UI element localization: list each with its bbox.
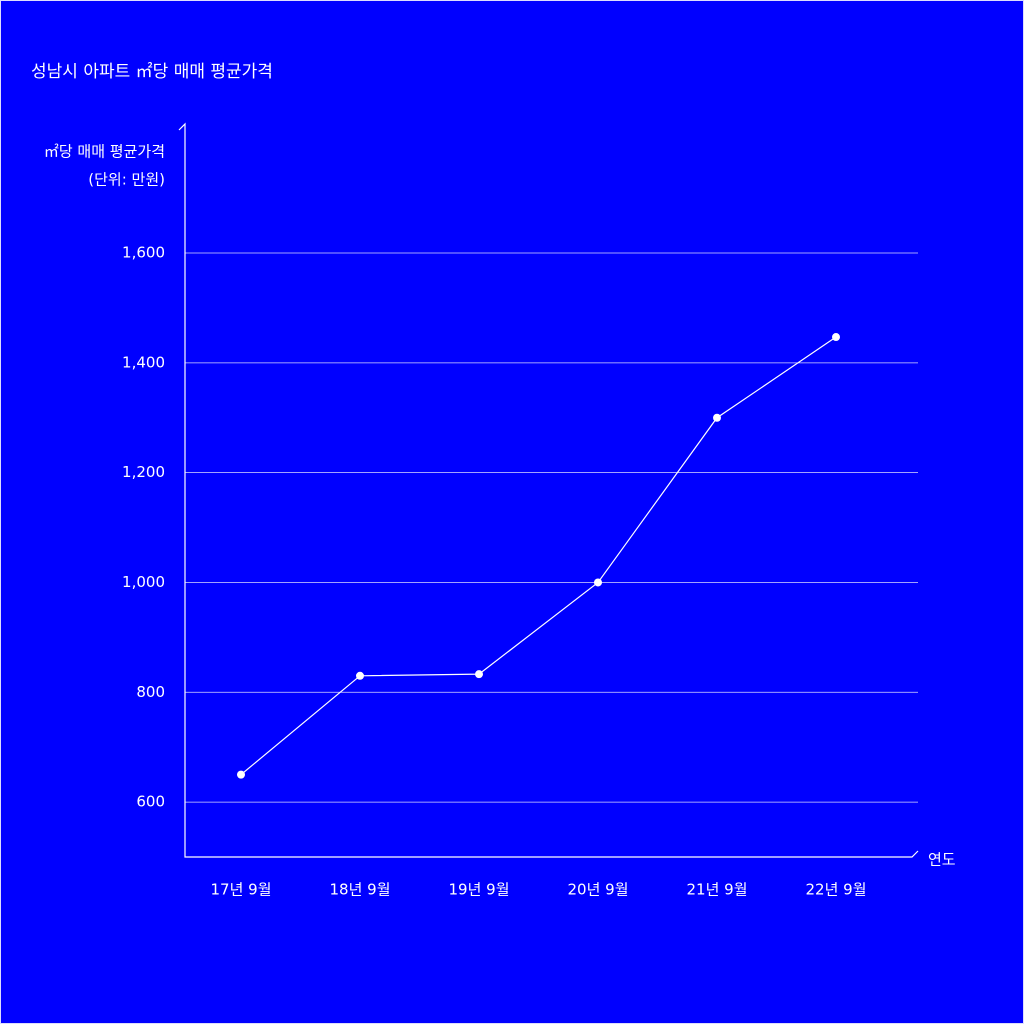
point	[475, 670, 483, 679]
x-tick-label: 19년 9월	[449, 881, 510, 899]
y-tick-label: 1,000	[122, 573, 165, 591]
x-tick-label: 21년 9월	[687, 881, 748, 899]
chart-title: 성남시 아파트 ㎡당 매매 평균가격	[31, 62, 273, 82]
y-axis-label: ㎡당 매매 평균가격	[44, 143, 165, 161]
point	[356, 671, 364, 680]
x-axis-label: 연도	[928, 851, 956, 869]
x-tick-label: 18년 9월	[330, 881, 391, 899]
y-tick-label: 800	[136, 683, 165, 701]
y-axis-unit: (단위: 만원)	[88, 171, 165, 189]
y-tick-label: 1,400	[122, 353, 165, 371]
y-tick-label: 600	[136, 793, 165, 811]
x-tick-label: 20년 9월	[568, 881, 629, 899]
y-tick-label: 1,200	[122, 463, 165, 481]
line	[240, 336, 837, 776]
point	[713, 413, 721, 422]
point	[594, 578, 602, 587]
x-tick-label: 17년 9월	[211, 881, 272, 899]
y-tick-label: 1,600	[122, 244, 165, 262]
point	[237, 770, 245, 779]
point	[832, 333, 840, 342]
axes	[178, 122, 919, 858]
x-tick-label: 22년 9월	[806, 881, 867, 899]
